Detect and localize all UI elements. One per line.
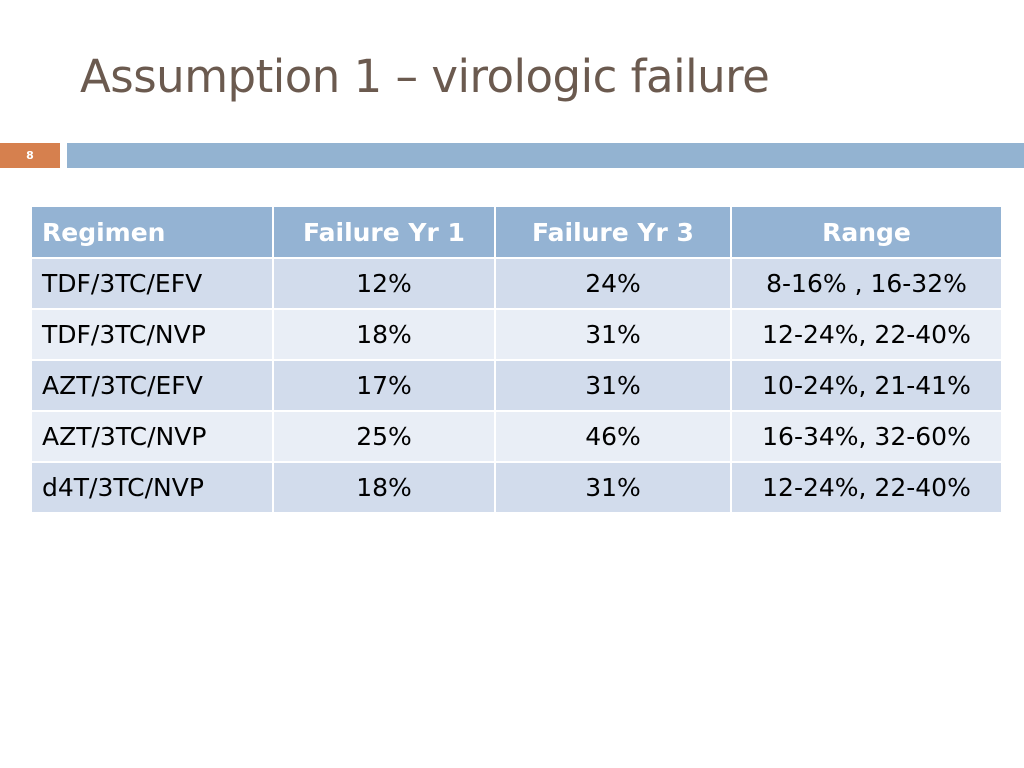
table-row: AZT/3TC/NVP 25% 46% 16-34%, 32-60% xyxy=(32,411,1001,463)
table-row: TDF/3TC/NVP 18% 31% 12-24%, 22-40% xyxy=(32,309,1001,361)
regimen-table: Regimen Failure Yr 1 Failure Yr 3 Range … xyxy=(32,207,1001,514)
cell-regimen: TDF/3TC/EFV xyxy=(32,258,274,310)
cell-failure-yr3: 31% xyxy=(495,360,732,412)
slide-number: 8 xyxy=(0,143,60,168)
cell-range: 8-16% , 16-32% xyxy=(731,258,1001,310)
cell-range: 12-24%, 22-40% xyxy=(731,462,1001,514)
cell-failure-yr3: 46% xyxy=(495,411,732,463)
cell-failure-yr3: 31% xyxy=(495,309,732,361)
cell-range: 16-34%, 32-60% xyxy=(731,411,1001,463)
header-failure-yr1: Failure Yr 1 xyxy=(273,207,496,259)
cell-regimen: AZT/3TC/NVP xyxy=(32,411,274,463)
header-regimen: Regimen xyxy=(32,207,274,259)
cell-failure-yr1: 12% xyxy=(273,258,496,310)
cell-failure-yr1: 18% xyxy=(273,309,496,361)
table-row: AZT/3TC/EFV 17% 31% 10-24%, 21-41% xyxy=(32,360,1001,412)
table-row: d4T/3TC/NVP 18% 31% 12-24%, 22-40% xyxy=(32,462,1001,514)
accent-bar xyxy=(67,143,1024,168)
header-failure-yr3: Failure Yr 3 xyxy=(495,207,732,259)
cell-range: 12-24%, 22-40% xyxy=(731,309,1001,361)
cell-failure-yr3: 31% xyxy=(495,462,732,514)
cell-regimen: AZT/3TC/EFV xyxy=(32,360,274,412)
cell-failure-yr1: 18% xyxy=(273,462,496,514)
cell-failure-yr1: 17% xyxy=(273,360,496,412)
header-range: Range xyxy=(731,207,1001,259)
cell-range: 10-24%, 21-41% xyxy=(731,360,1001,412)
slide-title: Assumption 1 – virologic failure xyxy=(80,50,770,103)
cell-regimen: TDF/3TC/NVP xyxy=(32,309,274,361)
table-row: TDF/3TC/EFV 12% 24% 8-16% , 16-32% xyxy=(32,258,1001,310)
cell-failure-yr3: 24% xyxy=(495,258,732,310)
cell-regimen: d4T/3TC/NVP xyxy=(32,462,274,514)
cell-failure-yr1: 25% xyxy=(273,411,496,463)
table-header-row: Regimen Failure Yr 1 Failure Yr 3 Range xyxy=(32,207,1001,259)
